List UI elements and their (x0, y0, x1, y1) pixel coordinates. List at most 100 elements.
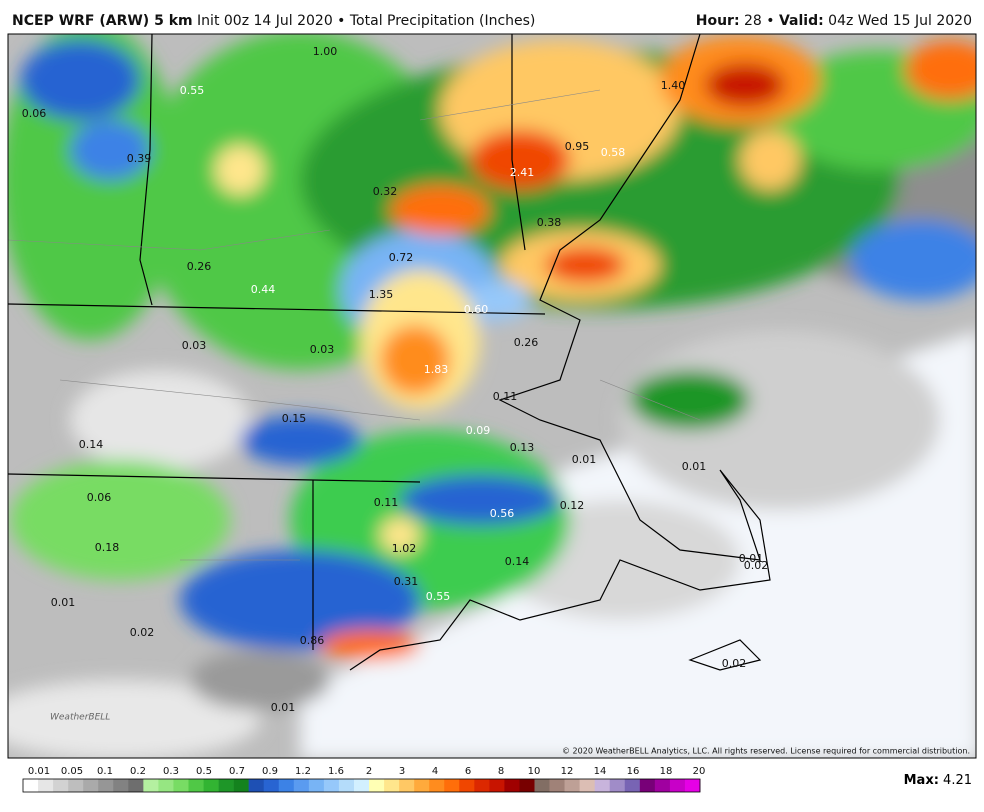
colorbar-label: 16 (627, 766, 640, 777)
colorbar-label: 0.3 (163, 766, 179, 777)
precip-label: 1.02 (392, 542, 417, 555)
colorbar-label: 8 (498, 766, 504, 777)
colorbar-swatch (564, 779, 580, 792)
colorbar-swatch (263, 779, 280, 792)
colorbar-label: 0.2 (130, 766, 146, 777)
colorbar-label: 0.9 (262, 766, 278, 777)
precip-label: 0.14 (505, 555, 530, 568)
precip-label: 2.41 (510, 166, 535, 179)
colorbar-swatch (474, 779, 490, 792)
precip-label: 0.39 (127, 152, 152, 165)
colorbar-swatch (203, 779, 219, 792)
colorbar-swatch (323, 779, 340, 792)
colorbar-label: 12 (561, 766, 574, 777)
colorbar-label: 0.5 (196, 766, 212, 777)
precip-label: 0.18 (95, 541, 120, 554)
precip-label: 1.83 (424, 363, 449, 376)
precip-label: 0.32 (373, 185, 398, 198)
max-text: Max: 4.21 (904, 773, 972, 788)
precip-label: 0.01 (739, 552, 764, 565)
colorbar-swatch (624, 779, 641, 792)
max-label: Max: (904, 773, 939, 788)
colorbar-swatch (489, 779, 505, 792)
colorbar: 0.01 0.05 0.1 0.2 0.3 0.5 0.7 0.9 1.2 1.6 2 3 4 6 8 10 1… (22, 766, 706, 793)
precip-label: 0.03 (182, 339, 207, 352)
map-labels: 1.00 0.55 0.06 0.39 1.40 0.95 0.58 2.41 0.32 0.38… (22, 45, 769, 714)
colorbar-swatch (429, 779, 445, 792)
precip-label: 0.11 (374, 496, 399, 509)
colorbar-swatch (549, 779, 565, 792)
hour-label: Hour: (696, 13, 740, 29)
precip-label: 0.14 (79, 438, 104, 451)
colorbar-label: 20 (693, 766, 706, 777)
hour: 28 • (744, 13, 775, 29)
precip-label: 0.15 (282, 412, 307, 425)
precip-label: 1.00 (313, 45, 338, 58)
precip-label: 0.01 (51, 596, 76, 609)
map: 1.00 0.55 0.06 0.39 1.40 0.95 0.58 2.41 0.32 0.38… (8, 34, 976, 758)
colorbar-swatch (338, 779, 355, 792)
colorbar-swatch (128, 779, 144, 792)
colorbar-label: 14 (594, 766, 607, 777)
colorbar-swatch (173, 779, 189, 792)
colorbar-swatch (53, 779, 69, 792)
colorbar-swatch (68, 779, 84, 792)
max-value: 4.21 (943, 773, 972, 788)
colorbar-swatch (519, 779, 535, 792)
map-border (7, 33, 977, 759)
colorbar-label: 4 (432, 766, 438, 777)
colorbar-swatch (609, 779, 626, 792)
colorbar-label: 1.2 (295, 766, 311, 777)
colorbar-swatch (369, 779, 385, 792)
colorbar-swatch (143, 779, 159, 792)
colorbar-swatch (278, 779, 295, 792)
colorbar-swatch (293, 779, 310, 792)
precip-label: 0.03 (310, 343, 335, 356)
precip-label: 0.95 (565, 140, 590, 153)
run-info: Init 00z 14 Jul 2020 • Total Precipitati… (197, 13, 535, 29)
colorbar-label: 2 (366, 766, 372, 777)
model-name: NCEP WRF (ARW) 5 km (12, 13, 193, 29)
colorbar-swatch (113, 779, 129, 792)
colorbar-label: 0.05 (61, 766, 83, 777)
precip-label: 0.13 (510, 441, 535, 454)
colorbar-label: 18 (660, 766, 673, 777)
precip-label: 0.02 (722, 657, 747, 670)
colorbar-swatch (233, 779, 249, 792)
precip-label: 0.01 (682, 460, 707, 473)
header-right: Hour: 28 • Valid: 04z Wed 15 Jul 2020 (696, 13, 972, 29)
colorbar-swatch (684, 779, 701, 792)
colorbar-swatch (459, 779, 475, 792)
precip-label: 1.35 (369, 288, 394, 301)
precip-label: 0.38 (537, 216, 562, 229)
colorbar-border (22, 778, 701, 793)
precip-label: 0.26 (514, 336, 539, 349)
precip-label: 0.01 (572, 453, 597, 466)
colorbar-label: 6 (465, 766, 471, 777)
precip-label: 0.86 (300, 634, 325, 647)
header-left: NCEP WRF (ARW) 5 km Init 00z 14 Jul 2020… (12, 13, 535, 29)
logo: WeatherBELL (50, 713, 110, 723)
colorbar-swatch (594, 779, 611, 792)
colorbar-swatch (444, 779, 460, 792)
colorbar-swatch (669, 779, 686, 792)
colorbar-swatch (654, 779, 671, 792)
precip-label: 0.11 (493, 390, 518, 403)
colorbar-swatch (83, 779, 99, 792)
colorbar-swatch (308, 779, 325, 792)
precip-label: 0.72 (389, 251, 414, 264)
precip-label: 0.06 (22, 107, 47, 120)
colorbar-label: 1.6 (328, 766, 344, 777)
precip-label: 0.01 (271, 701, 296, 714)
colorbar-swatch (639, 779, 656, 792)
precip-label: 0.02 (130, 626, 155, 639)
precip-label: 1.40 (661, 79, 686, 92)
colorbar-swatch (384, 779, 400, 792)
valid-time: 04z Wed 15 Jul 2020 (828, 13, 972, 29)
precip-label: 0.12 (560, 499, 585, 512)
colorbar-swatch (504, 779, 520, 792)
colorbar-swatch (579, 779, 595, 792)
precip-label: 0.60 (464, 303, 489, 316)
colorbar-swatch (399, 779, 415, 792)
